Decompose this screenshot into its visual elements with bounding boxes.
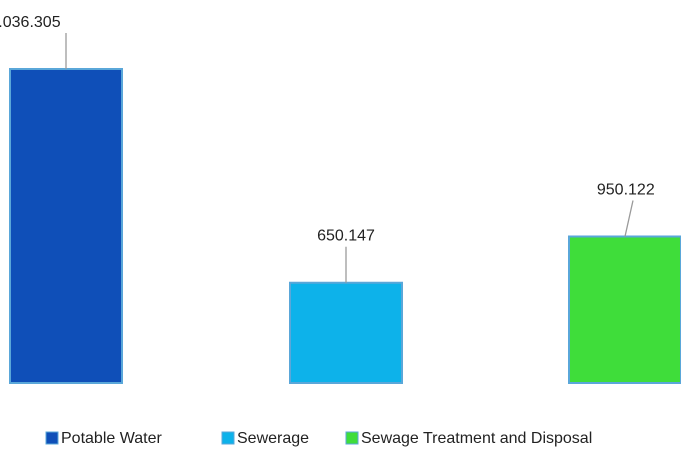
data-label-sewerage: 650.147 [317, 228, 375, 245]
leader-line-sewage-treatment-and-disposal [624, 200, 634, 237]
legend-swatch-sewerage [221, 431, 235, 445]
bar-potable-water [9, 68, 123, 384]
legend-label-sewerage: Sewerage [237, 430, 309, 447]
bar-sewage-treatment-and-disposal [568, 235, 681, 384]
legend-swatch-sewage-treatment-and-disposal [345, 431, 359, 445]
bars-layer [9, 68, 681, 384]
bar-sewerage [289, 281, 403, 384]
data-labels-layer: 2.036.305 650.147 950.122 [0, 14, 655, 283]
data-label-sewage-treatment-and-disposal: 950.122 [597, 181, 655, 198]
legend-swatch-potable-water [45, 431, 59, 445]
data-label-potable-water: 2.036.305 [0, 14, 61, 31]
legend-label-sewage-treatment-and-disposal: Sewage Treatment and Disposal [361, 430, 592, 447]
legend: Potable Water Sewerage Sewage Treatment … [45, 430, 592, 447]
legend-label-potable-water: Potable Water [61, 430, 162, 447]
